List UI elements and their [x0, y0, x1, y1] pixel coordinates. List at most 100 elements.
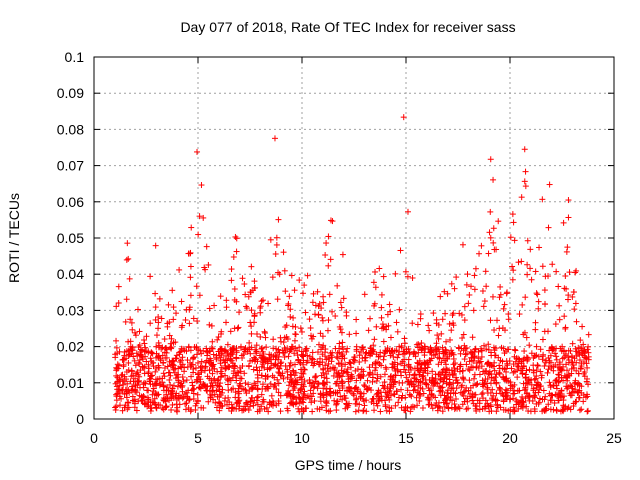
data-point [585, 343, 592, 350]
data-point [286, 378, 293, 385]
data-point [145, 365, 152, 372]
data-point [578, 363, 585, 370]
data-point [389, 360, 396, 367]
data-point [496, 369, 503, 376]
data-point [137, 367, 144, 374]
data-point [376, 265, 383, 272]
data-point [125, 359, 132, 366]
data-point [367, 315, 374, 322]
data-point [274, 376, 281, 383]
data-point [185, 387, 192, 394]
data-point [541, 300, 548, 307]
data-point [403, 374, 410, 381]
data-point [187, 263, 194, 270]
data-point [333, 407, 340, 414]
data-point [266, 355, 273, 362]
data-point [187, 274, 194, 281]
data-point [208, 392, 215, 399]
data-point [483, 346, 490, 353]
data-point [565, 384, 572, 391]
data-point [147, 381, 154, 388]
data-point [438, 330, 445, 337]
data-point [339, 380, 346, 387]
data-point [453, 274, 460, 281]
data-point [387, 376, 394, 383]
data-point [136, 342, 143, 349]
data-point [169, 401, 176, 408]
data-point [170, 382, 177, 389]
data-point [524, 237, 531, 244]
data-point [461, 356, 468, 363]
data-point [208, 322, 215, 329]
data-point [497, 283, 504, 290]
data-point [223, 297, 230, 304]
data-point [468, 355, 475, 362]
data-point [345, 402, 352, 409]
data-point [434, 380, 441, 387]
data-point [534, 379, 541, 386]
data-point [280, 375, 287, 382]
data-point [260, 359, 267, 366]
data-point [481, 298, 488, 305]
data-point [312, 374, 319, 381]
data-point [549, 346, 556, 353]
data-point [218, 348, 225, 355]
data-point [383, 323, 390, 330]
data-point [313, 373, 320, 380]
data-point [460, 392, 467, 399]
data-point [264, 360, 271, 367]
data-point [124, 240, 131, 247]
y-axis-label: ROTI / TECUs [6, 193, 22, 283]
data-point [124, 380, 131, 387]
data-point [413, 394, 420, 401]
data-point [235, 394, 242, 401]
data-point [162, 404, 169, 411]
data-point [585, 381, 592, 388]
data-point [257, 303, 264, 310]
data-point [459, 241, 466, 248]
data-point [402, 369, 409, 376]
data-point [119, 407, 126, 414]
data-point [373, 323, 380, 330]
data-point [195, 231, 202, 238]
data-point [358, 393, 365, 400]
data-point [541, 328, 548, 335]
data-point [338, 360, 345, 367]
data-point [461, 398, 468, 405]
data-point [350, 392, 357, 399]
data-point [468, 283, 475, 290]
data-point [267, 236, 274, 243]
data-point [127, 316, 134, 323]
data-point [451, 367, 458, 374]
data-point [372, 284, 379, 291]
data-point [129, 383, 136, 390]
data-point [567, 406, 574, 413]
data-point [322, 252, 329, 259]
data-point [248, 394, 255, 401]
data-point [327, 256, 334, 263]
data-point [399, 379, 406, 386]
data-point [289, 367, 296, 374]
data-point [573, 352, 580, 359]
data-point [520, 380, 527, 387]
data-point [407, 408, 414, 415]
data-point [165, 387, 172, 394]
data-point [527, 246, 534, 253]
data-point [546, 379, 553, 386]
data-point [320, 293, 327, 300]
data-point [334, 282, 341, 289]
data-point [325, 262, 332, 269]
data-point [461, 388, 468, 395]
data-point [192, 365, 199, 372]
data-point [533, 373, 540, 380]
data-point [377, 373, 384, 380]
data-point [503, 368, 510, 375]
data-point [218, 370, 225, 377]
data-point [136, 361, 143, 368]
data-point [130, 378, 137, 385]
data-point [160, 397, 167, 404]
data-point [322, 353, 329, 360]
data-point [123, 348, 130, 355]
data-point [189, 354, 196, 361]
data-point [394, 328, 401, 335]
